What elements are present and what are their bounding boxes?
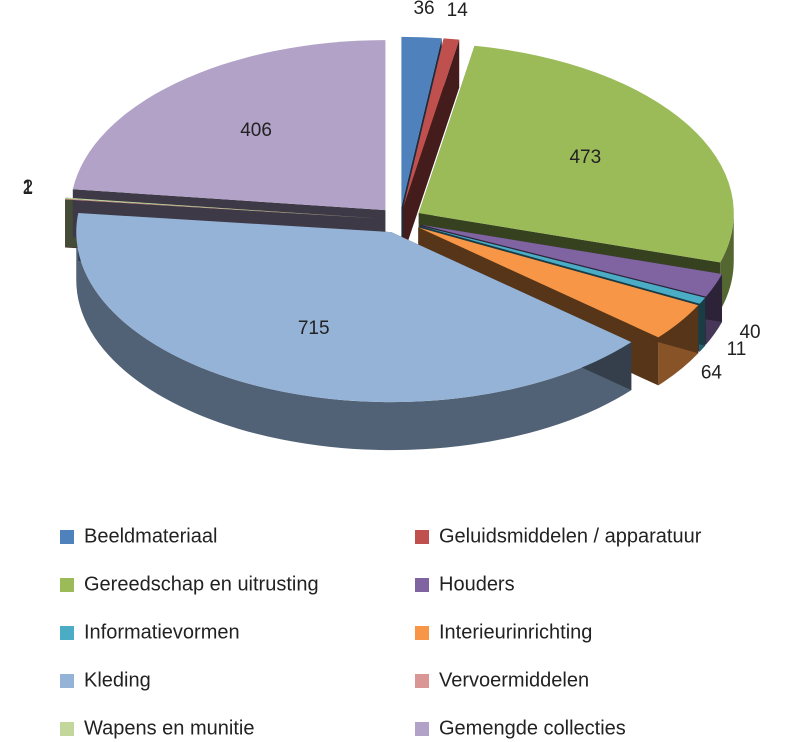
legend-swatch — [415, 578, 429, 592]
value-label: 14 — [447, 0, 469, 21]
value-label: 473 — [569, 147, 601, 168]
value-label: 406 — [240, 120, 272, 141]
value-label: 715 — [298, 318, 330, 339]
legend-swatch — [60, 674, 74, 688]
legend-swatch — [415, 674, 429, 688]
slice — [401, 36, 442, 207]
slice-wall — [403, 39, 460, 255]
legend-label: Gemengde collecties — [439, 717, 626, 739]
slice-side — [76, 232, 632, 451]
legend-label: Geluidsmiddelen / apparatuur — [439, 525, 702, 547]
slice — [76, 213, 632, 403]
legend-label: Beeldmateriaal — [84, 525, 217, 547]
value-label: 2 — [23, 177, 34, 198]
legend-label: Gereedschap en uitrusting — [84, 573, 319, 595]
legend-label: Wapens en munitie — [84, 717, 254, 739]
legend-swatch — [60, 722, 74, 736]
legend-label: Informatievormen — [84, 621, 240, 643]
legend-swatch — [415, 626, 429, 640]
value-label: 64 — [701, 362, 723, 383]
value-label: 11 — [727, 339, 747, 360]
slice — [419, 225, 706, 304]
value-label: 40 — [739, 322, 760, 343]
legend-label: Houders — [439, 573, 515, 595]
legend-swatch — [60, 578, 74, 592]
legend-label: Interieurinrichting — [439, 621, 592, 643]
slice — [72, 40, 386, 211]
slice — [65, 197, 379, 219]
legend-label: Vervoermiddelen — [439, 669, 589, 691]
slice — [403, 38, 460, 207]
slice — [420, 224, 723, 297]
legend-label: Kleding — [84, 669, 151, 691]
legend-swatch — [415, 530, 429, 544]
slice — [418, 45, 734, 263]
value-label: 36 — [413, 0, 434, 19]
legend-swatch — [60, 626, 74, 640]
legend-swatch — [415, 722, 429, 736]
slice — [65, 198, 379, 219]
slice-side — [720, 213, 734, 311]
legend-swatch — [60, 530, 74, 544]
slice — [418, 227, 699, 338]
value-label: 1 — [22, 178, 33, 199]
